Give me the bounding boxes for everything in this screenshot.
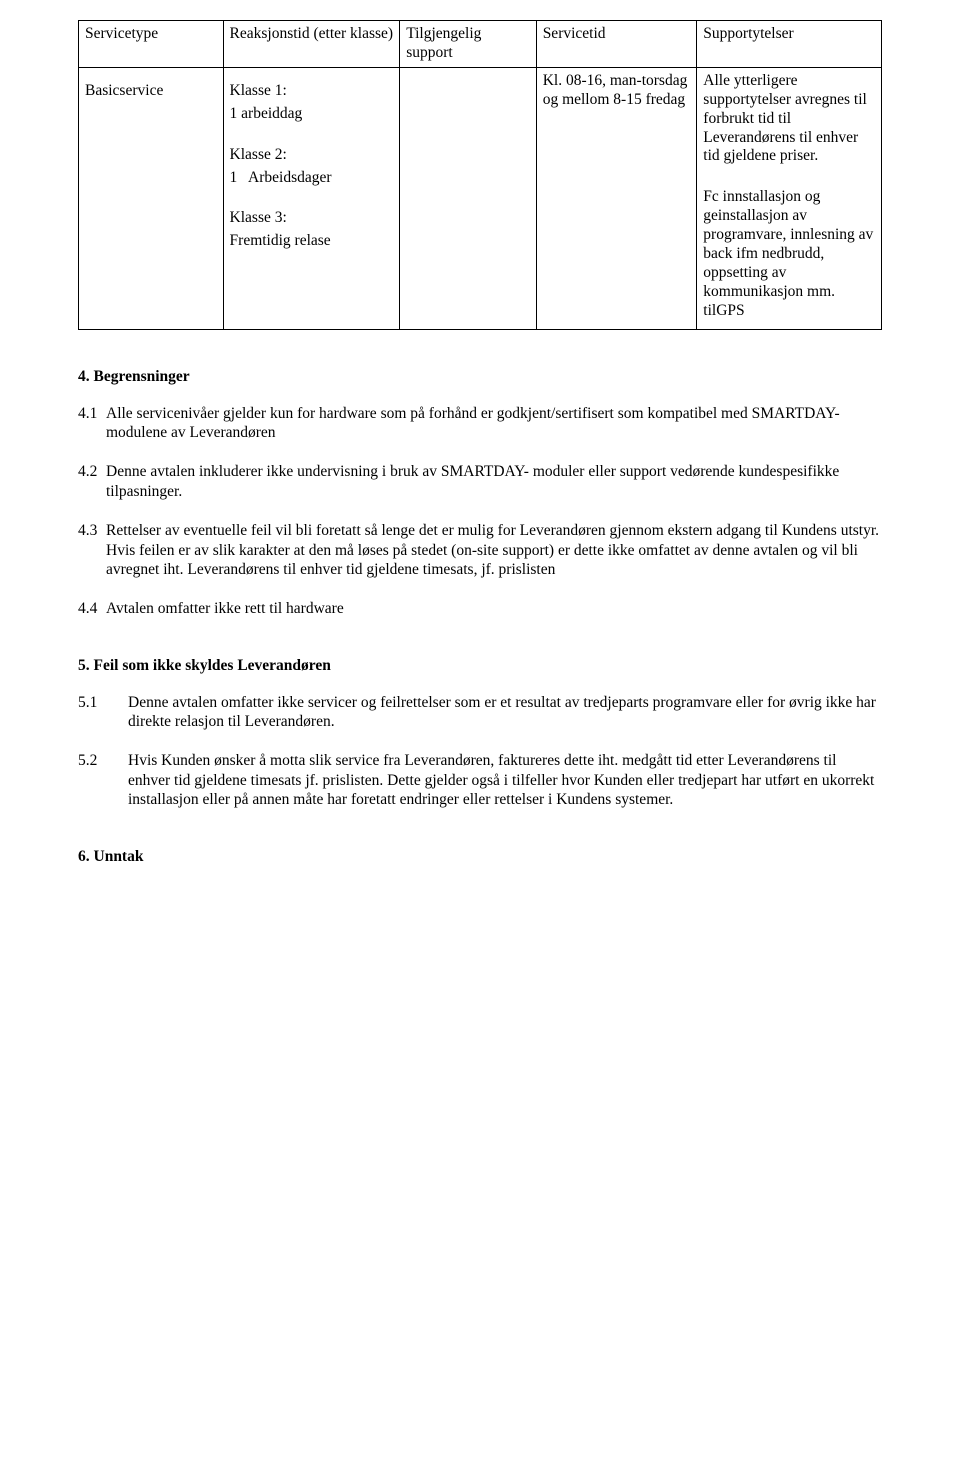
item-body: Alle servicenivåer gjelder kun for hardw… xyxy=(106,404,882,443)
td-service-type: Basicservice xyxy=(79,67,224,329)
table-header-row: Servicetype Reaksjonstid (etter klasse) … xyxy=(79,21,882,68)
klasse1-label: Klasse 1: xyxy=(230,82,394,101)
item-body: Hvis Kunden ønsker å motta slik service … xyxy=(128,751,882,809)
td-reaction: Klasse 1: 1 arbeiddag Klasse 2: 1 Arbeid… xyxy=(223,67,400,329)
item-4-1: 4.1 Alle servicenivåer gjelder kun for h… xyxy=(78,404,882,443)
item-4-2: 4.2 Denne avtalen inkluderer ikke underv… xyxy=(78,462,882,501)
item-body: Rettelser av eventuelle feil vil bli for… xyxy=(106,521,882,579)
th-service-type: Servicetype xyxy=(79,21,224,68)
item-body: Denne avtalen inkluderer ikke undervisni… xyxy=(106,462,882,501)
service-type-value: Basicservice xyxy=(85,82,163,99)
item-5-1: 5.1 Denne avtalen omfatter ikke servicer… xyxy=(78,693,882,732)
td-available-support xyxy=(400,67,537,329)
section4-title: 4. Begrensninger xyxy=(78,368,882,386)
klasse2-label: Klasse 2: xyxy=(230,146,394,165)
item-num: 5.2 xyxy=(78,751,128,809)
table-row: Basicservice Klasse 1: 1 arbeiddag Klass… xyxy=(79,67,882,329)
spacer xyxy=(230,191,394,205)
item-body: Avtalen omfatter ikke rett til hardware xyxy=(106,599,882,618)
item-4-4: 4.4 Avtalen omfatter ikke rett til hardw… xyxy=(78,599,882,618)
item-num: 4.3 xyxy=(78,521,106,579)
item-num: 4.1 xyxy=(78,404,106,443)
item-num: 4.4 xyxy=(78,599,106,618)
item-4-3: 4.3 Rettelser av eventuelle feil vil bli… xyxy=(78,521,882,579)
page: Servicetype Reaksjonstid (etter klasse) … xyxy=(0,0,960,906)
klasse3-value: Fremtidig relase xyxy=(230,232,394,251)
klasse3-label: Klasse 3: xyxy=(230,209,394,228)
item-num: 5.1 xyxy=(78,693,128,732)
item-5-2: 5.2 Hvis Kunden ønsker å motta slik serv… xyxy=(78,751,882,809)
th-service-time: Servicetid xyxy=(536,21,697,68)
td-support: Alle ytterligere supportytelser avregnes… xyxy=(697,67,882,329)
klasse2-value: 1 Arbeidsdager xyxy=(230,169,394,188)
td-service-time: Kl. 08-16, man-torsdag og mellom 8-15 fr… xyxy=(536,67,697,329)
klasse1-value: 1 arbeiddag xyxy=(230,105,394,124)
support-p2: Fc innstallasjon og geinstallasjon av pr… xyxy=(703,188,875,320)
spacer xyxy=(230,128,394,142)
item-body: Denne avtalen omfatter ikke servicer og … xyxy=(128,693,882,732)
section5-title: 5. Feil som ikke skyldes Leverandøren xyxy=(78,657,882,675)
support-p1: Alle ytterligere supportytelser avregnes… xyxy=(703,72,875,167)
spacer xyxy=(703,170,875,184)
section6-title: 6. Unntak xyxy=(78,848,882,866)
th-support-services: Supportytelser xyxy=(697,21,882,68)
service-table: Servicetype Reaksjonstid (etter klasse) … xyxy=(78,20,882,330)
th-reaction-time: Reaksjonstid (etter klasse) xyxy=(223,21,400,68)
item-num: 4.2 xyxy=(78,462,106,501)
th-available-support: Tilgjengelig support xyxy=(400,21,537,68)
